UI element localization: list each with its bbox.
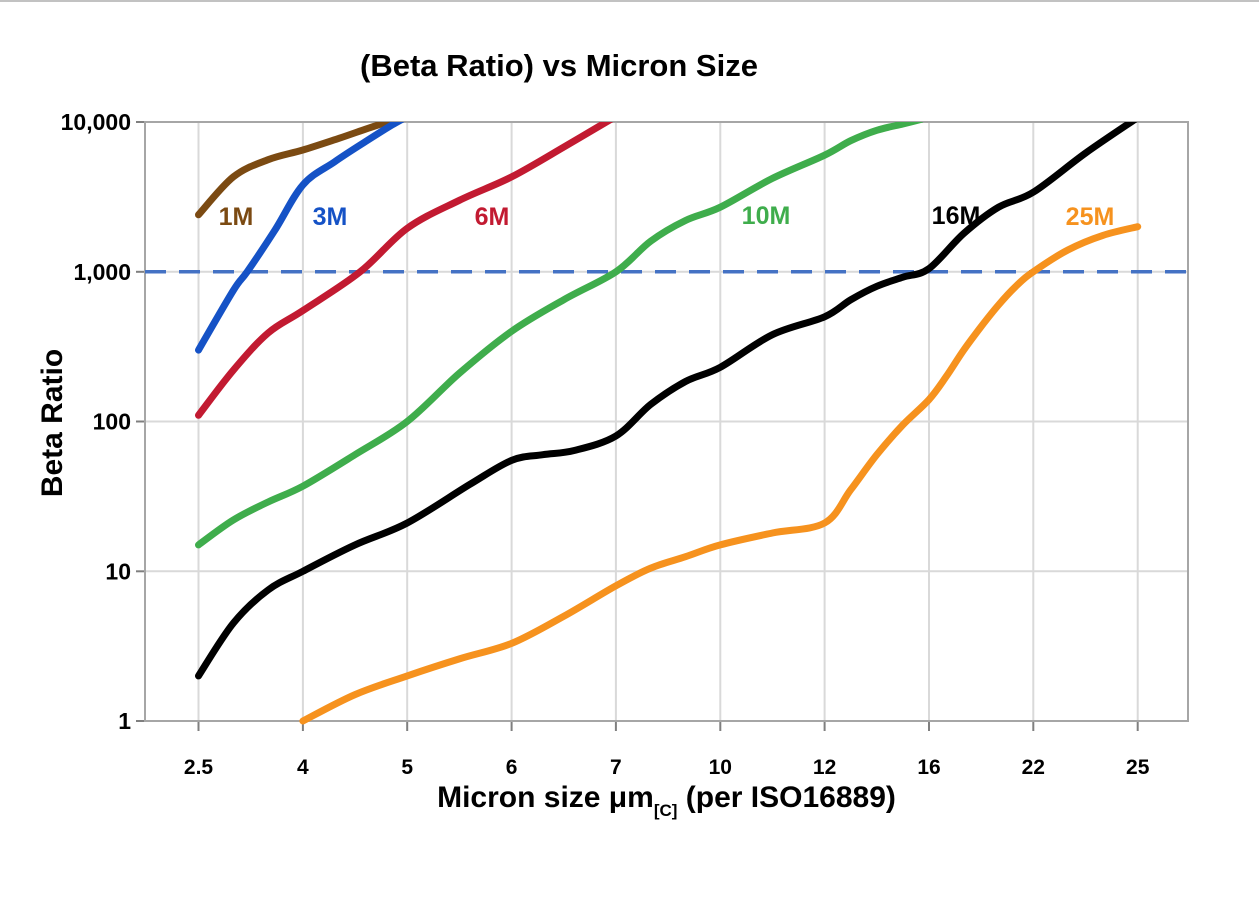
y-tick-label: 10 bbox=[105, 558, 131, 584]
y-tick-label: 1 bbox=[118, 708, 131, 734]
series-curve-10M bbox=[195, 122, 924, 549]
x-tick-label: 22 bbox=[1022, 756, 1045, 779]
x-tick-label: 10 bbox=[709, 756, 732, 779]
series-label-10M: 10M bbox=[742, 202, 791, 230]
series-curve-25M bbox=[299, 223, 1142, 725]
top-edge-divider bbox=[0, 0, 1259, 2]
series-label-6M: 6M bbox=[475, 203, 510, 231]
series-label-3M: 3M bbox=[313, 203, 348, 231]
y-tick-label: 100 bbox=[93, 409, 131, 435]
x-axis-title-subscript: [C] bbox=[653, 801, 678, 820]
x-axis-title: Micron size μm[C] (per ISO16889) bbox=[145, 781, 1188, 821]
series-label-16M: 16M bbox=[932, 202, 981, 230]
series-curve-1M bbox=[195, 122, 399, 219]
series-label-1M: 1M bbox=[219, 203, 254, 231]
y-tick-label: 10,000 bbox=[61, 109, 131, 135]
x-tick-label: 16 bbox=[917, 756, 940, 779]
x-tick-label: 12 bbox=[813, 756, 836, 779]
x-axis-title-text: Micron size μm bbox=[437, 781, 654, 814]
x-axis-title-suffix: (per ISO16889) bbox=[677, 781, 896, 814]
series-curve-3M bbox=[195, 122, 405, 354]
series-curve-6M bbox=[195, 122, 614, 419]
y-tick-label: 1,000 bbox=[73, 259, 131, 285]
chart-title: (Beta Ratio) vs Micron Size bbox=[360, 48, 758, 83]
x-tick-label: 4 bbox=[297, 756, 309, 779]
axis-box bbox=[144, 121, 1189, 722]
x-tick-label: 2.5 bbox=[184, 756, 214, 779]
x-tick-label: 5 bbox=[401, 756, 413, 779]
x-tick-label: 6 bbox=[506, 756, 518, 779]
series-label-25M: 25M bbox=[1066, 203, 1115, 231]
series-curve-16M bbox=[195, 122, 1138, 680]
x-tick-label: 7 bbox=[610, 756, 622, 779]
x-tick-label: 25 bbox=[1126, 756, 1150, 779]
y-axis-title: Beta Ratio bbox=[36, 348, 69, 498]
